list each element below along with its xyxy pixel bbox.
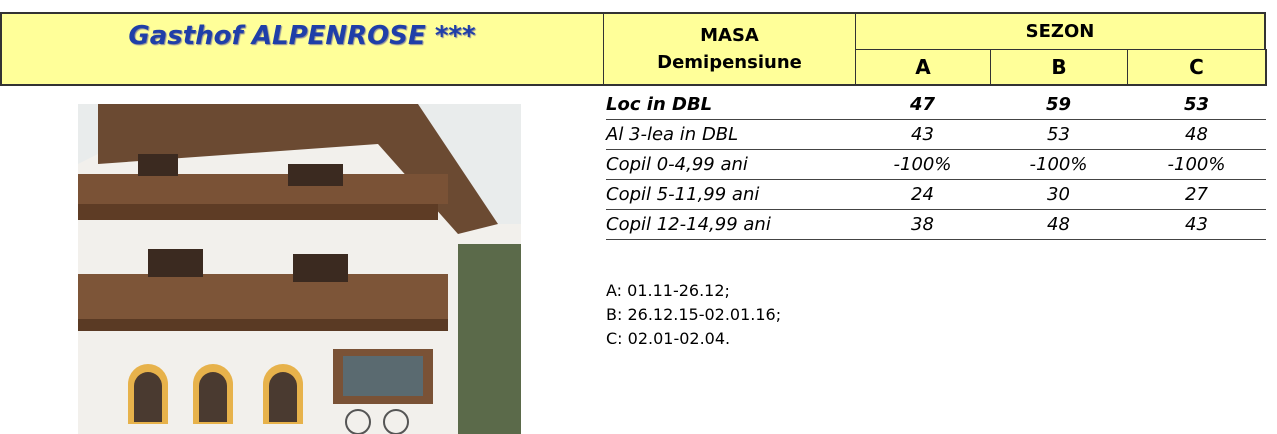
row-label: Copil 5-11,99 ani <box>606 180 856 210</box>
row-value: 43 <box>1127 210 1266 240</box>
row-value: 59 <box>990 90 1127 120</box>
row-value: 53 <box>1127 90 1266 120</box>
season-header: B <box>990 49 1128 86</box>
row-value: 30 <box>990 180 1127 210</box>
row-value: 38 <box>855 210 990 240</box>
page: Gasthof ALPENROSE *** MASA Demipensiune … <box>0 0 1277 434</box>
row-value: 48 <box>990 210 1127 240</box>
season-header: C <box>1127 49 1267 86</box>
title-cell: Gasthof ALPENROSE *** <box>0 12 604 86</box>
season-label: SEZON <box>855 12 1266 50</box>
row-value: 47 <box>855 90 990 120</box>
note: A: 01.11-26.12; <box>606 281 730 300</box>
row-value: -100% <box>990 150 1127 180</box>
row-value: 27 <box>1127 180 1266 210</box>
row-value: 48 <box>1127 120 1266 150</box>
row-value: -100% <box>855 150 990 180</box>
row-label: Loc in DBL <box>606 90 856 120</box>
row-label: Copil 12-14,99 ani <box>606 210 856 240</box>
row-value: 43 <box>855 120 990 150</box>
note: B: 26.12.15-02.01.16; <box>606 305 781 324</box>
row-value: 53 <box>990 120 1127 150</box>
meal-cell: MASA Demipensiune <box>603 12 856 86</box>
row-label: Al 3-lea in DBL <box>606 120 856 150</box>
row-value: -100% <box>1127 150 1266 180</box>
photo <box>78 104 521 434</box>
meal-type: Demipensiune <box>657 52 802 73</box>
row-value: 24 <box>855 180 990 210</box>
note: C: 02.01-02.04. <box>606 329 730 348</box>
row-label: Copil 0-4,99 ani <box>606 150 856 180</box>
meal-label: MASA <box>700 25 759 46</box>
season-header: A <box>855 49 991 86</box>
title: Gasthof ALPENROSE *** <box>2 14 602 58</box>
